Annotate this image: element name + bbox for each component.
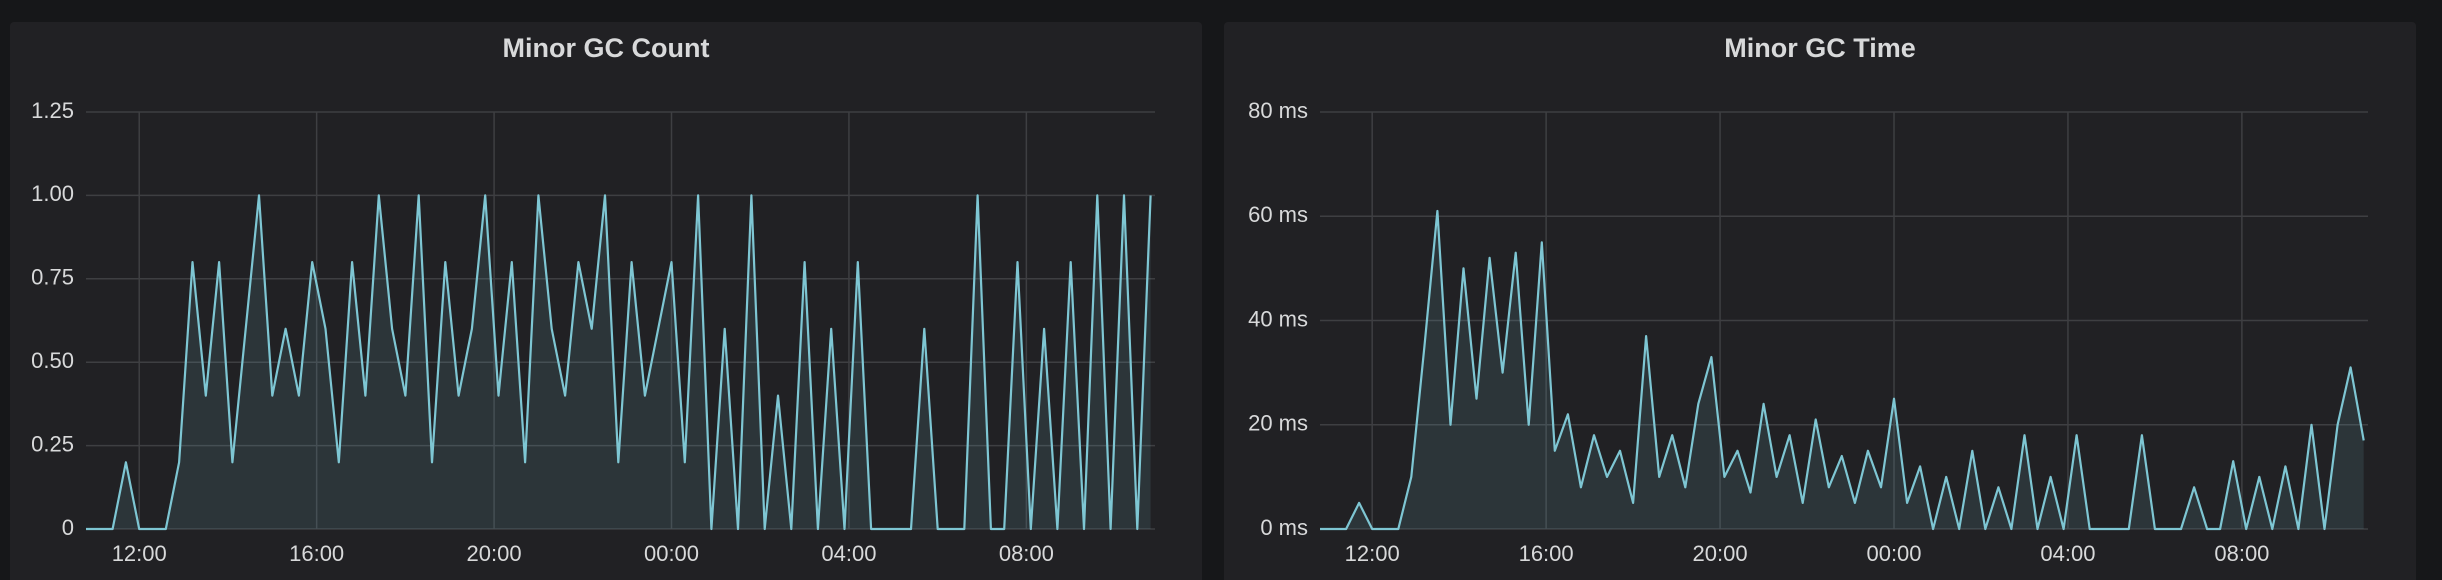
y-tick-label: 40 ms	[1248, 306, 1308, 331]
x-tick-label: 00:00	[1866, 541, 1921, 566]
y-tick-label: 0.25	[31, 431, 74, 456]
chart-title: Minor GC Count	[503, 33, 710, 63]
x-tick-label: 08:00	[999, 541, 1054, 566]
line	[1320, 209, 2365, 531]
panel	[1224, 22, 2416, 580]
x-tick-label: 04:00	[2040, 541, 2095, 566]
x-tick-label: 12:00	[112, 541, 167, 566]
line	[86, 194, 1152, 531]
x-tick-label: 20:00	[467, 541, 522, 566]
x-tick-label: 08:00	[2214, 541, 2269, 566]
y-tick-label: 1.00	[31, 181, 74, 206]
x-tick-label: 00:00	[644, 541, 699, 566]
y-tick-label: 0 ms	[1260, 515, 1308, 540]
area	[86, 195, 1151, 529]
x-tick-label: 12:00	[1345, 541, 1400, 566]
y-tick-label: 80 ms	[1248, 98, 1308, 123]
y-tick-label: 0.75	[31, 265, 74, 290]
chart-title: Minor GC Time	[1724, 33, 1916, 63]
y-tick-label: 1.25	[31, 98, 74, 123]
y-tick-label: 60 ms	[1248, 202, 1308, 227]
y-tick-label: 20 ms	[1248, 411, 1308, 436]
y-tick-label: 0.50	[31, 348, 74, 373]
x-tick-label: 20:00	[1693, 541, 1748, 566]
area	[1320, 211, 2364, 529]
y-tick-label: 0	[62, 515, 74, 540]
x-tick-label: 04:00	[821, 541, 876, 566]
x-tick-label: 16:00	[1519, 541, 1574, 566]
panel	[10, 22, 1202, 580]
x-tick-label: 16:00	[289, 541, 344, 566]
